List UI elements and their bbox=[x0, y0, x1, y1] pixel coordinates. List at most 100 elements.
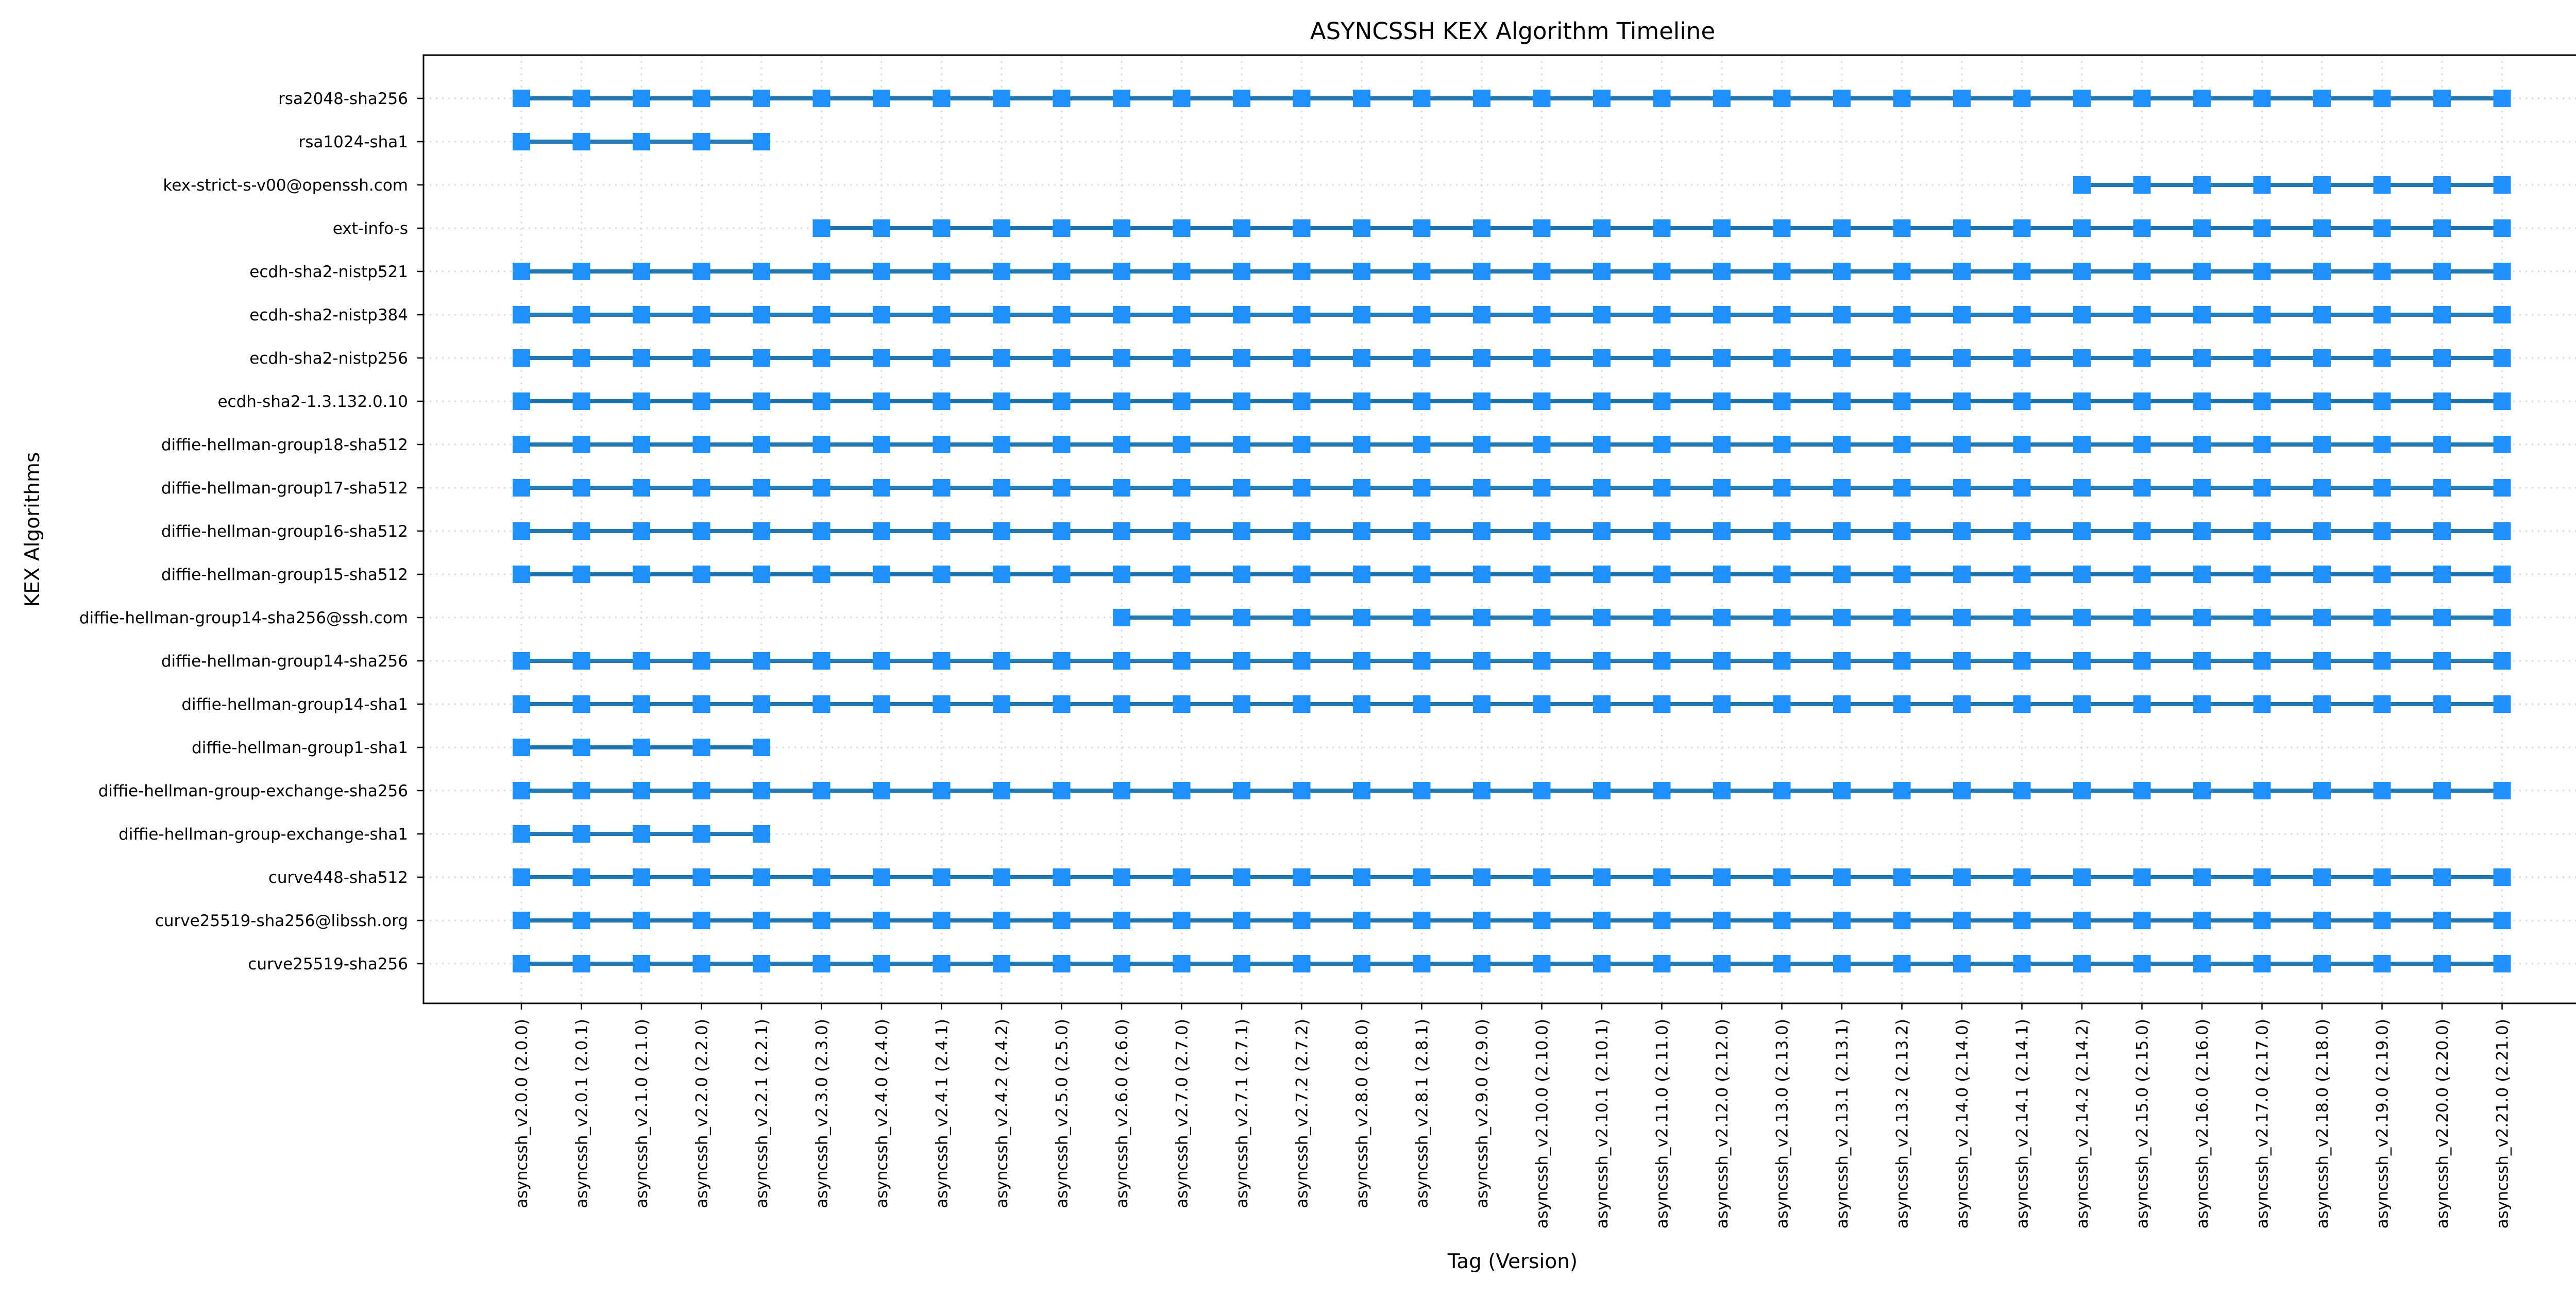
x-tick-label: asyncssh_v2.21.0 (2.21.0) bbox=[2494, 1019, 2512, 1228]
data-point bbox=[2253, 479, 2271, 497]
data-point bbox=[1773, 349, 1791, 367]
data-point bbox=[1953, 306, 1971, 323]
data-point bbox=[2493, 176, 2511, 194]
data-point bbox=[753, 90, 770, 107]
data-point bbox=[1533, 912, 1551, 929]
data-point bbox=[2013, 522, 2031, 540]
data-point bbox=[753, 566, 770, 583]
data-point bbox=[1653, 479, 1671, 497]
data-point bbox=[1173, 695, 1191, 713]
y-tick-label: ext-info-s bbox=[333, 219, 408, 238]
data-point bbox=[1473, 263, 1490, 280]
data-point bbox=[2373, 479, 2391, 497]
series-rsa1024-sha1 bbox=[513, 133, 770, 150]
data-point bbox=[692, 566, 710, 583]
x-tick-label: asyncssh_v2.4.2 (2.4.2) bbox=[993, 1019, 1011, 1208]
data-point bbox=[692, 90, 710, 107]
data-point bbox=[1353, 263, 1370, 280]
data-point bbox=[2133, 219, 2151, 237]
data-point bbox=[1953, 955, 1971, 972]
data-point bbox=[1953, 263, 1971, 280]
data-point bbox=[1773, 219, 1791, 237]
data-point bbox=[2313, 90, 2331, 107]
data-point bbox=[1053, 522, 1071, 540]
data-point bbox=[1353, 912, 1370, 929]
data-point bbox=[873, 955, 890, 972]
data-point bbox=[1353, 90, 1370, 107]
x-tick-label: asyncssh_v2.3.0 (2.3.0) bbox=[813, 1019, 832, 1208]
data-point bbox=[692, 349, 710, 367]
data-point bbox=[2313, 955, 2331, 972]
data-point bbox=[1713, 392, 1731, 410]
x-tick-label: asyncssh_v2.4.1 (2.4.1) bbox=[933, 1019, 952, 1208]
data-point bbox=[2253, 566, 2271, 583]
data-point bbox=[753, 695, 770, 713]
data-point bbox=[933, 955, 951, 972]
data-point bbox=[633, 652, 650, 670]
data-point bbox=[2433, 306, 2451, 323]
data-point bbox=[1113, 609, 1130, 626]
data-point bbox=[572, 566, 590, 583]
data-point bbox=[993, 263, 1010, 280]
data-point bbox=[692, 392, 710, 410]
data-point bbox=[1893, 263, 1911, 280]
data-point bbox=[1593, 652, 1611, 670]
data-point bbox=[572, 825, 590, 843]
data-point bbox=[2373, 392, 2391, 410]
x-tick-label: asyncssh_v2.0.1 (2.0.1) bbox=[573, 1019, 591, 1208]
data-point bbox=[2493, 392, 2511, 410]
data-point bbox=[1293, 349, 1311, 367]
data-point bbox=[1833, 868, 1851, 886]
data-point bbox=[1233, 695, 1250, 713]
data-point bbox=[2013, 90, 2031, 107]
data-point bbox=[2253, 652, 2271, 670]
data-point bbox=[812, 392, 831, 410]
data-point bbox=[692, 825, 710, 843]
data-point bbox=[633, 566, 650, 583]
data-point bbox=[1773, 695, 1791, 713]
data-point bbox=[2193, 219, 2211, 237]
data-point bbox=[2013, 392, 2031, 410]
data-point bbox=[2313, 263, 2331, 280]
y-tick-label: diffie-hellman-group16-sha512 bbox=[161, 522, 408, 541]
data-point bbox=[2133, 522, 2151, 540]
data-point bbox=[1893, 436, 1911, 453]
data-point bbox=[1533, 695, 1551, 713]
data-point bbox=[633, 825, 650, 843]
data-point bbox=[2133, 652, 2151, 670]
data-point bbox=[1173, 306, 1191, 323]
y-tick-label: curve448-sha512 bbox=[268, 868, 408, 887]
data-point bbox=[2073, 782, 2091, 799]
data-point bbox=[1113, 566, 1130, 583]
data-point bbox=[1713, 652, 1731, 670]
x-tick-label: asyncssh_v2.12.0 (2.12.0) bbox=[1713, 1019, 1732, 1228]
data-point bbox=[1113, 219, 1130, 237]
data-point bbox=[1593, 219, 1611, 237]
data-point bbox=[1773, 912, 1791, 929]
data-point bbox=[633, 955, 650, 972]
data-point bbox=[572, 436, 590, 453]
data-point bbox=[1713, 609, 1731, 626]
data-point bbox=[1473, 392, 1490, 410]
data-point bbox=[873, 695, 890, 713]
data-point bbox=[2493, 90, 2511, 107]
data-point bbox=[2253, 392, 2271, 410]
data-point bbox=[2193, 609, 2211, 626]
data-point bbox=[1653, 522, 1671, 540]
data-point bbox=[873, 219, 890, 237]
y-tick-label: diffie-hellman-group14-sha1 bbox=[181, 695, 408, 714]
data-point bbox=[812, 782, 831, 799]
data-point bbox=[1593, 479, 1611, 497]
x-tick-label: asyncssh_v2.6.0 (2.6.0) bbox=[1113, 1019, 1131, 1208]
data-point bbox=[1593, 306, 1611, 323]
data-point bbox=[513, 349, 530, 367]
data-point bbox=[1173, 912, 1191, 929]
data-point bbox=[2433, 522, 2451, 540]
data-point bbox=[2253, 306, 2271, 323]
data-point bbox=[1413, 868, 1431, 886]
data-point bbox=[1653, 263, 1671, 280]
x-tick-label: asyncssh_v2.20.0 (2.20.0) bbox=[2433, 1019, 2452, 1228]
data-point bbox=[2493, 522, 2511, 540]
x-tick-label: asyncssh_v2.7.0 (2.7.0) bbox=[1173, 1019, 1192, 1208]
data-point bbox=[2013, 436, 2031, 453]
